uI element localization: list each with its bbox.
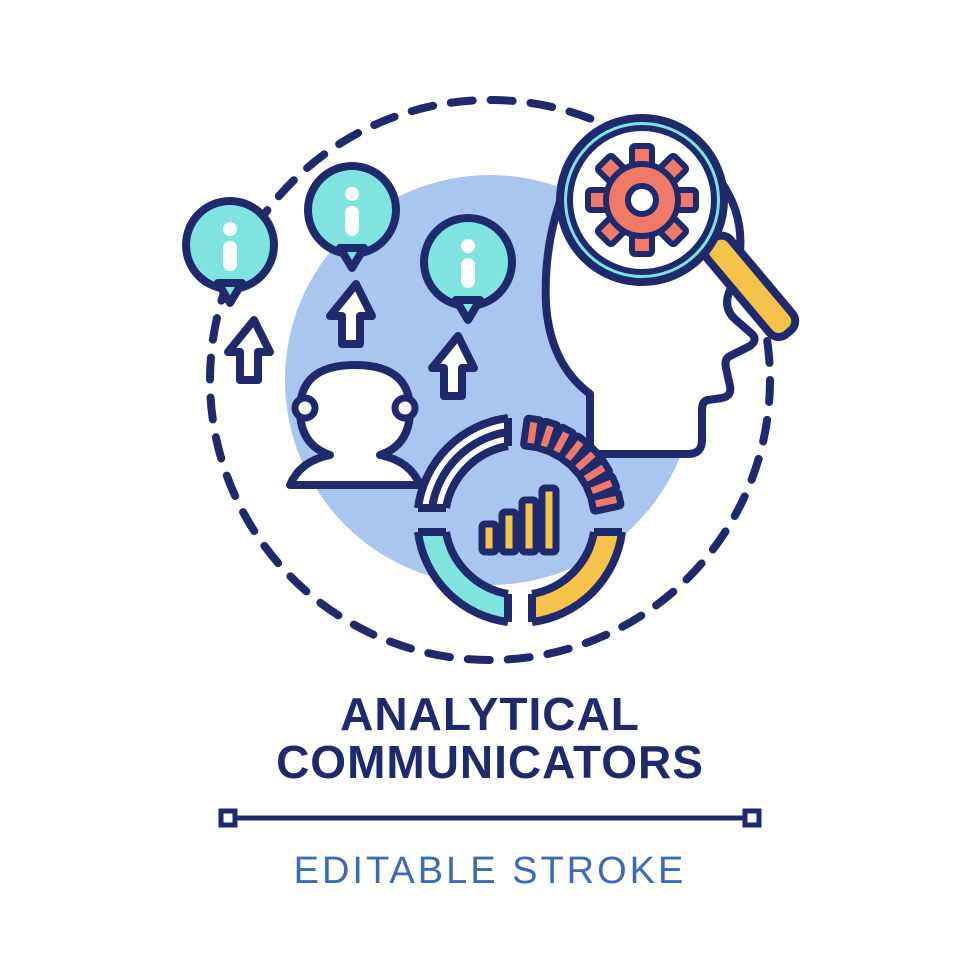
divider-line [0,806,980,836]
subtitle: EDITABLE STROKE [0,850,980,893]
gear-icon [588,146,696,254]
person-receiving-info-icon [290,365,420,485]
title-line-1: ANALYTICAL [340,688,640,740]
title: ANALYTICAL COMMUNICATORS [0,690,980,787]
title-line-2: COMMUNICATORS [276,736,704,788]
concept-illustration [0,0,980,680]
